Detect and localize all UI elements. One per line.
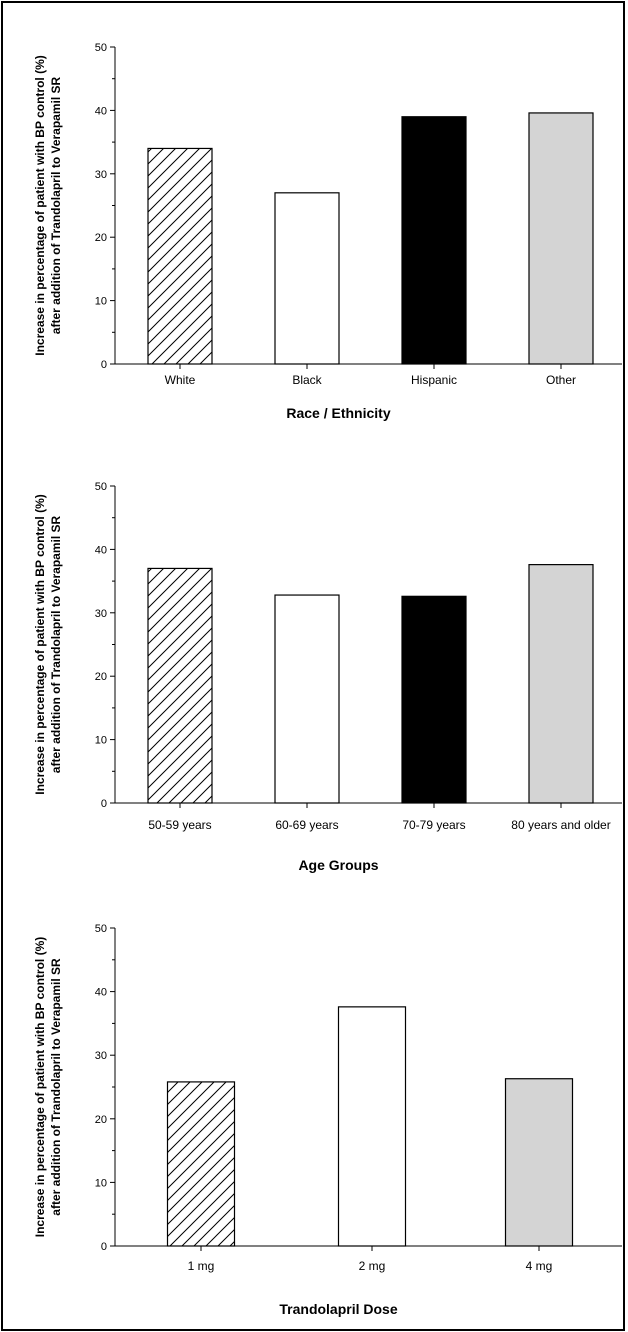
x-tick-label: 1 mg: [188, 1259, 215, 1273]
bar-black: [274, 192, 340, 365]
x-tick-label: 50-59 years: [148, 818, 211, 832]
y-axis-label-line: Increase in percentage of patient with B…: [33, 937, 47, 1238]
y-tick-label: 10: [95, 735, 107, 747]
x-axis-label: Trandolapril Dose: [279, 1301, 397, 1317]
x-tick-label: 60-69 years: [275, 818, 338, 832]
bar-70-79-years: [401, 595, 467, 804]
y-tick-label: 40: [95, 544, 107, 556]
bar-80-years-and-older: [528, 564, 594, 804]
y-tick-label: 50: [95, 42, 107, 54]
y-axis-label-line: Increase in percentage of patient with B…: [33, 55, 47, 356]
y-tick-label: 0: [101, 359, 107, 371]
bar-white: [147, 147, 213, 365]
y-tick-label: 0: [101, 798, 107, 810]
bar-4-mg: [504, 1078, 574, 1247]
chart-panel-2: 0 10 20 30 40 50 50-59 years 60-69 years 70-79 y…: [33, 481, 622, 873]
y-axis-label-line: after addition of Trandolapril to Verapa…: [49, 76, 63, 334]
y-tick-label: 30: [95, 608, 107, 620]
x-tick-label: 4 mg: [526, 1259, 553, 1273]
y-axis-label: Increase in percentage of patient with B…: [33, 494, 63, 795]
y-tick-label: 40: [95, 105, 107, 117]
x-axis-label: Race / Ethnicity: [286, 405, 390, 421]
y-tick-label: 50: [95, 923, 107, 935]
x-tick-label: 80 years and older: [511, 818, 610, 832]
x-tick-label: Hispanic: [411, 373, 457, 387]
y-tick-label: 10: [95, 296, 107, 308]
y-tick-label: 0: [101, 1241, 107, 1253]
y-tick-label: 30: [95, 169, 107, 181]
y-axis-label-line: after addition of Trandolapril to Verapa…: [49, 515, 63, 773]
bar-hispanic: [401, 116, 467, 365]
y-tick-label: 20: [95, 1114, 107, 1126]
bar-60-69-years: [274, 594, 340, 804]
chart-panel-3: 0 10 20 30 40 50 1 mg 2 mg 4 mg Trandolapril Dose…: [33, 923, 622, 1317]
y-tick-label: 20: [95, 232, 107, 244]
x-tick-label: 70-79 years: [402, 818, 465, 832]
x-axis-label: Age Groups: [298, 857, 378, 873]
x-tick-label: Other: [546, 373, 576, 387]
y-axis-label-line: Increase in percentage of patient with B…: [33, 494, 47, 795]
x-tick-label: White: [165, 373, 196, 387]
bar-other: [528, 112, 594, 365]
y-tick-label: 40: [95, 987, 107, 999]
y-tick-label: 10: [95, 1177, 107, 1189]
y-tick-label: 20: [95, 671, 107, 683]
bar-1-mg: [166, 1081, 236, 1247]
x-tick-label: Black: [292, 373, 322, 387]
y-tick-label: 30: [95, 1050, 107, 1062]
y-axis-label-line: after addition of Trandolapril to Verapa…: [49, 958, 63, 1216]
chart-panel-1: 0 10 20 30 40 50 White Black Hispanic Other Race /…: [33, 42, 622, 421]
x-tick-label: 2 mg: [359, 1259, 386, 1273]
bar-2-mg: [337, 1006, 407, 1247]
y-axis-label: Increase in percentage of patient with B…: [33, 55, 63, 356]
y-tick-label: 50: [95, 481, 107, 493]
y-axis-label: Increase in percentage of patient with B…: [33, 937, 63, 1238]
bar-50-59-years: [147, 567, 213, 804]
